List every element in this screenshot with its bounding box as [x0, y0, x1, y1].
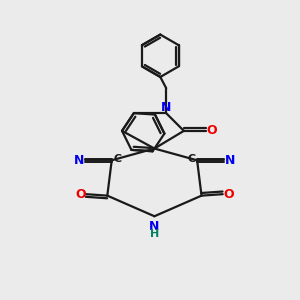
- Text: N: N: [149, 220, 160, 233]
- Text: N: N: [225, 154, 235, 167]
- Text: O: O: [223, 188, 234, 201]
- Text: C: C: [113, 154, 122, 164]
- Text: H: H: [150, 229, 159, 239]
- Text: C: C: [187, 154, 195, 164]
- Text: O: O: [206, 124, 217, 137]
- Text: N: N: [74, 154, 84, 167]
- Text: N: N: [161, 101, 171, 114]
- Text: O: O: [75, 188, 86, 201]
